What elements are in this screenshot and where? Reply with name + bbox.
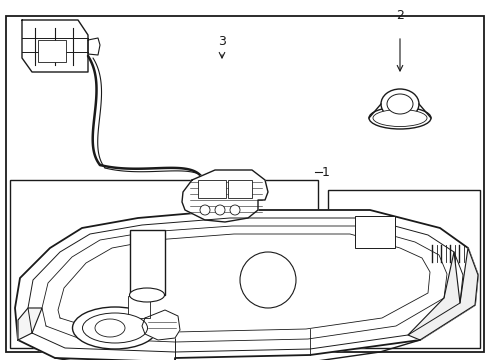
Circle shape xyxy=(215,205,225,215)
Polygon shape xyxy=(28,218,463,352)
Ellipse shape xyxy=(381,89,419,119)
Bar xyxy=(10,180,318,348)
Polygon shape xyxy=(15,210,478,360)
Bar xyxy=(130,230,165,295)
Bar xyxy=(128,296,150,318)
Polygon shape xyxy=(408,248,478,340)
Circle shape xyxy=(230,205,240,215)
Bar xyxy=(38,40,66,62)
Polygon shape xyxy=(58,234,430,332)
Ellipse shape xyxy=(387,94,413,114)
Bar xyxy=(228,180,252,198)
Polygon shape xyxy=(88,38,100,55)
Ellipse shape xyxy=(129,288,165,302)
Ellipse shape xyxy=(95,319,125,337)
Polygon shape xyxy=(182,170,268,222)
Polygon shape xyxy=(18,308,42,340)
Ellipse shape xyxy=(82,313,147,343)
Polygon shape xyxy=(42,226,447,342)
Text: 2: 2 xyxy=(396,9,404,22)
Bar xyxy=(198,180,226,198)
Polygon shape xyxy=(22,20,88,72)
Ellipse shape xyxy=(369,107,431,129)
Ellipse shape xyxy=(73,307,157,349)
Polygon shape xyxy=(142,310,180,340)
Circle shape xyxy=(240,252,296,308)
Bar xyxy=(328,190,480,348)
Bar xyxy=(355,216,395,248)
Ellipse shape xyxy=(373,109,427,126)
Circle shape xyxy=(200,205,210,215)
Text: 1: 1 xyxy=(322,166,330,179)
Text: 3: 3 xyxy=(218,35,226,48)
